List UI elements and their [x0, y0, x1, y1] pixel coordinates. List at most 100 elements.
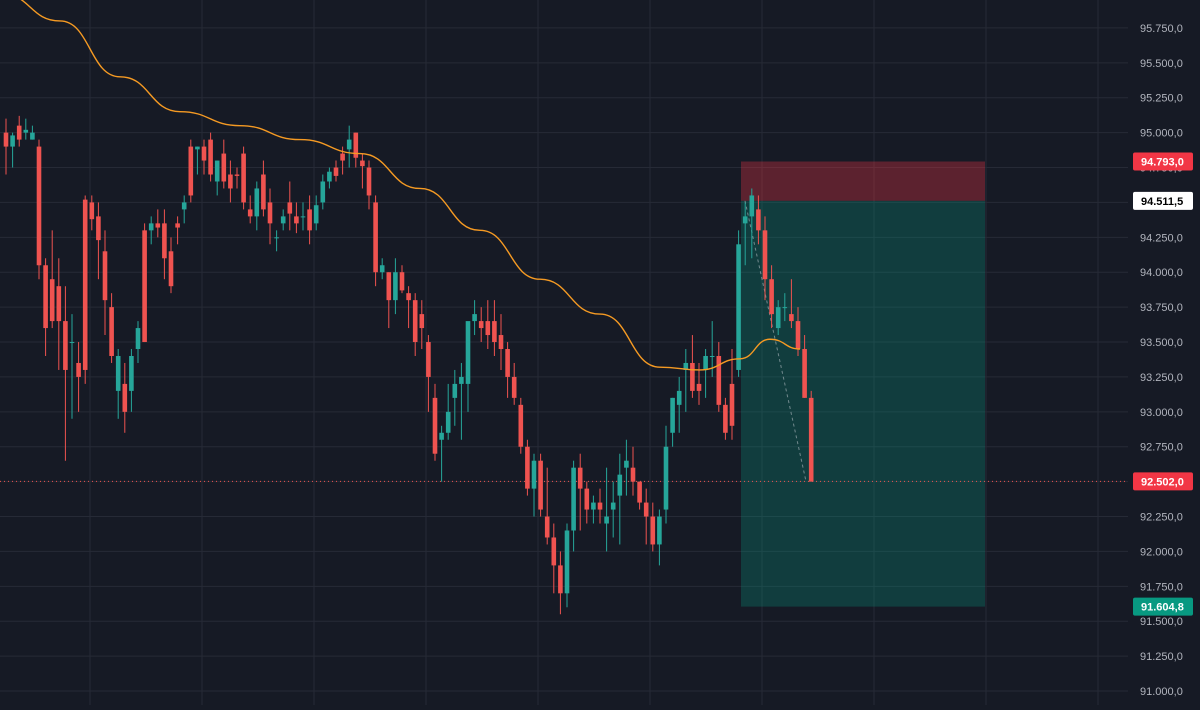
- candle-body: [610, 502, 616, 510]
- candle: [452, 369, 458, 426]
- candle-body: [333, 167, 339, 176]
- target-price-tag-text: 91.604,8: [1141, 602, 1184, 614]
- price-tags: 94.793,0 94.511,5 92.502,0 91.604,8: [1133, 152, 1193, 616]
- candle-body: [129, 355, 134, 391]
- candle: [10, 132, 15, 168]
- candle: [366, 160, 372, 210]
- candle-body: [379, 265, 385, 273]
- candle-body: [564, 530, 570, 594]
- candle: [142, 223, 147, 343]
- candle: [683, 349, 689, 412]
- candle: [109, 293, 114, 363]
- candlestick-series: [3, 115, 814, 615]
- price-axis-tick-label: 95.500,0: [1140, 58, 1183, 70]
- candle-body: [96, 216, 101, 241]
- candle-body: [386, 272, 392, 301]
- candle-body: [624, 460, 629, 468]
- candle-body: [657, 516, 662, 545]
- candle-body: [16, 125, 22, 140]
- price-axis-tick-label: 93.750,0: [1140, 302, 1183, 314]
- candle: [663, 425, 669, 524]
- candle-body: [254, 188, 260, 217]
- candle: [135, 321, 141, 363]
- candle-body: [551, 537, 557, 566]
- moving-average-layer: [20, 0, 801, 371]
- candle-body: [789, 314, 794, 322]
- candle-body: [518, 404, 524, 447]
- candle: [287, 181, 293, 231]
- candle-body: [769, 279, 774, 315]
- price-axis-tick-label: 92.750,0: [1140, 442, 1183, 454]
- candle-body: [327, 171, 332, 182]
- candle-body: [419, 314, 425, 329]
- candle-body: [300, 216, 306, 218]
- candle: [465, 321, 471, 412]
- candle-body: [181, 202, 187, 210]
- candle-body: [683, 362, 689, 370]
- candle: [716, 342, 722, 412]
- candle: [360, 153, 365, 189]
- candle: [551, 523, 557, 594]
- candle-body: [43, 265, 48, 329]
- candle-body: [412, 300, 418, 343]
- stop-loss-zone[interactable]: [741, 161, 985, 201]
- moving-average-line: [20, 0, 801, 371]
- stop-price-tag: 94.793,0: [1133, 152, 1193, 171]
- candle: [63, 286, 68, 461]
- candle-body: [426, 342, 431, 377]
- candle: [492, 300, 497, 356]
- candle: [228, 160, 233, 203]
- candle: [505, 342, 510, 398]
- current-price-tag-bg: [1133, 472, 1193, 491]
- candle-body: [505, 349, 510, 377]
- candle-body: [280, 216, 286, 224]
- candle: [511, 362, 517, 405]
- candle-body: [690, 362, 695, 391]
- candle: [624, 439, 629, 496]
- candle-body: [802, 349, 807, 398]
- candle-body: [485, 321, 491, 336]
- candle-body: [10, 135, 15, 147]
- candle: [69, 314, 75, 419]
- candle: [148, 216, 154, 245]
- candle: [749, 188, 755, 259]
- candle: [756, 195, 761, 245]
- price-axis-tick-label: 91.000,0: [1140, 686, 1183, 698]
- candle: [188, 139, 194, 203]
- candle: [155, 209, 161, 238]
- candle-body: [439, 432, 444, 440]
- candle: [676, 376, 682, 433]
- candle: [76, 342, 81, 412]
- candle: [16, 115, 22, 147]
- candle: [313, 195, 319, 231]
- candle: [591, 495, 596, 524]
- candle: [637, 481, 642, 510]
- candle: [43, 258, 48, 356]
- candle: [96, 202, 101, 280]
- candle-body: [511, 376, 517, 398]
- candle-body: [294, 216, 299, 224]
- candle-body: [201, 146, 207, 161]
- candle: [525, 439, 530, 496]
- candle: [234, 167, 240, 189]
- candle: [703, 349, 708, 398]
- candle-body: [465, 321, 471, 384]
- candle: [597, 488, 603, 524]
- price-axis-tick-label: 92.000,0: [1140, 546, 1183, 558]
- candle-body: [241, 153, 246, 203]
- candle-body: [795, 321, 801, 350]
- candle: [650, 502, 656, 552]
- candle: [577, 453, 583, 531]
- candle-body: [366, 167, 372, 196]
- candle-body: [597, 502, 603, 510]
- take-profit-zone[interactable]: [741, 200, 985, 607]
- candle: [247, 195, 253, 224]
- candle: [445, 383, 451, 440]
- candle-body: [538, 460, 543, 510]
- candle: [478, 307, 484, 343]
- candle-body: [762, 230, 768, 280]
- candle-body: [716, 355, 722, 405]
- candle-body: [63, 321, 68, 370]
